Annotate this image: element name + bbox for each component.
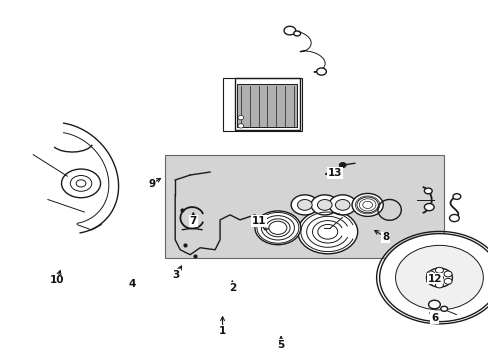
Circle shape [426, 271, 434, 277]
Text: 3: 3 [172, 270, 180, 280]
Bar [237, 84, 297, 127]
Circle shape [61, 169, 101, 198]
Circle shape [448, 215, 458, 222]
Circle shape [427, 300, 439, 309]
Circle shape [76, 180, 86, 187]
Circle shape [284, 26, 295, 35]
Circle shape [435, 275, 443, 280]
Text: 1: 1 [219, 325, 226, 336]
Text: 13: 13 [327, 168, 341, 178]
Circle shape [317, 199, 331, 210]
Text: 2: 2 [228, 283, 235, 293]
Bar [235, 78, 299, 130]
Circle shape [426, 278, 434, 284]
Bar [223, 78, 302, 131]
Circle shape [297, 199, 311, 210]
Circle shape [443, 278, 451, 284]
Circle shape [293, 31, 300, 36]
Text: 7: 7 [189, 216, 197, 226]
Circle shape [452, 194, 460, 199]
Circle shape [328, 195, 356, 215]
Bar [165, 155, 444, 258]
Circle shape [316, 68, 325, 75]
Circle shape [70, 175, 92, 191]
Circle shape [443, 271, 451, 277]
Circle shape [424, 203, 433, 211]
Circle shape [290, 195, 318, 215]
Circle shape [395, 246, 482, 310]
Text: 6: 6 [430, 313, 437, 323]
Circle shape [435, 267, 443, 273]
Circle shape [297, 210, 357, 254]
Circle shape [335, 199, 349, 210]
Circle shape [351, 193, 383, 216]
Circle shape [356, 197, 378, 213]
Circle shape [317, 225, 337, 239]
Text: 9: 9 [148, 179, 155, 189]
Circle shape [426, 268, 451, 287]
Text: 12: 12 [427, 274, 441, 284]
Text: 11: 11 [251, 216, 266, 226]
Text: 5: 5 [277, 340, 284, 350]
Circle shape [440, 306, 447, 311]
Circle shape [238, 116, 244, 120]
Circle shape [268, 221, 286, 234]
Circle shape [310, 195, 338, 215]
Circle shape [339, 163, 346, 167]
Circle shape [424, 188, 431, 194]
Circle shape [254, 211, 300, 245]
Circle shape [238, 124, 244, 128]
Text: 8: 8 [382, 232, 389, 242]
Circle shape [379, 234, 488, 321]
Text: 4: 4 [128, 279, 136, 289]
Circle shape [435, 282, 443, 288]
Text: 10: 10 [49, 275, 64, 285]
